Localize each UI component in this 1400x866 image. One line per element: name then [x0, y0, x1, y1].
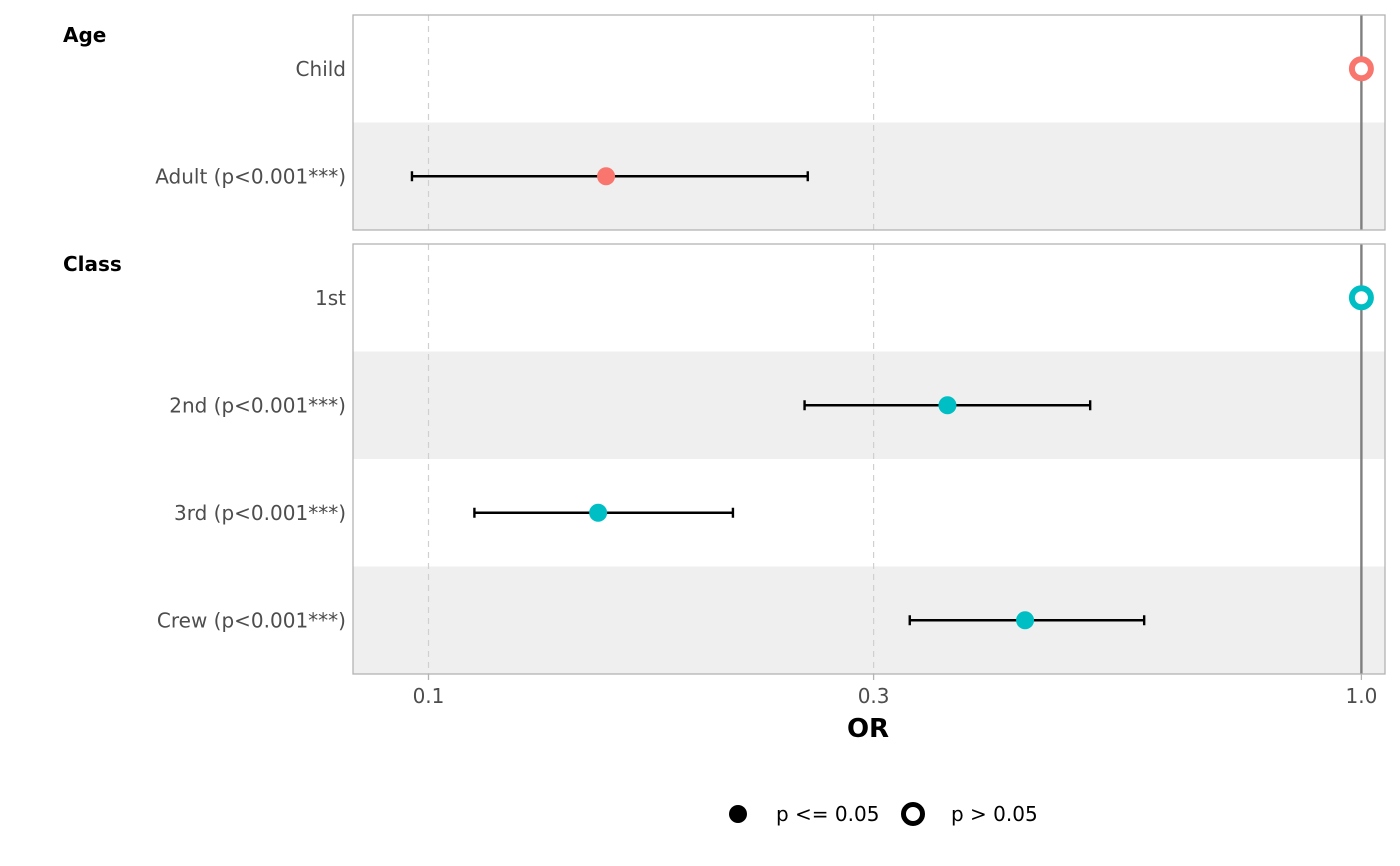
estimate-point [589, 503, 608, 522]
x-tick-label: 1.0 [1345, 684, 1377, 708]
group-label-class: Class [63, 252, 122, 276]
legend-label: p > 0.05 [951, 802, 1038, 826]
legend-filled-circle-icon [729, 805, 747, 823]
reference-point [1348, 285, 1374, 311]
estimate-point [1016, 611, 1035, 630]
row-label: 1st [315, 286, 346, 310]
legend-open-circle-icon [901, 802, 925, 826]
legend-label: p <= 0.05 [776, 802, 879, 826]
x-tick-label: 0.3 [858, 684, 890, 708]
row-label: 2nd (p<0.001***) [169, 393, 346, 417]
panel-frame [352, 243, 1386, 675]
x-axis-title: OR [847, 714, 889, 744]
estimate-point [938, 396, 957, 415]
group-label-age: Age [63, 23, 106, 47]
panel-frame [352, 14, 1386, 231]
row-label: Adult (p<0.001***) [155, 164, 346, 188]
x-tick-label: 0.1 [413, 684, 445, 708]
row-stripe [353, 566, 1385, 674]
row-label: 3rd (p<0.001***) [174, 501, 346, 525]
row-label: Crew (p<0.001***) [157, 608, 346, 632]
reference-point [1348, 56, 1374, 82]
estimate-point [597, 167, 616, 186]
row-label: Child [296, 57, 346, 81]
legend: p <= 0.05 p > 0.05 [729, 802, 1038, 826]
